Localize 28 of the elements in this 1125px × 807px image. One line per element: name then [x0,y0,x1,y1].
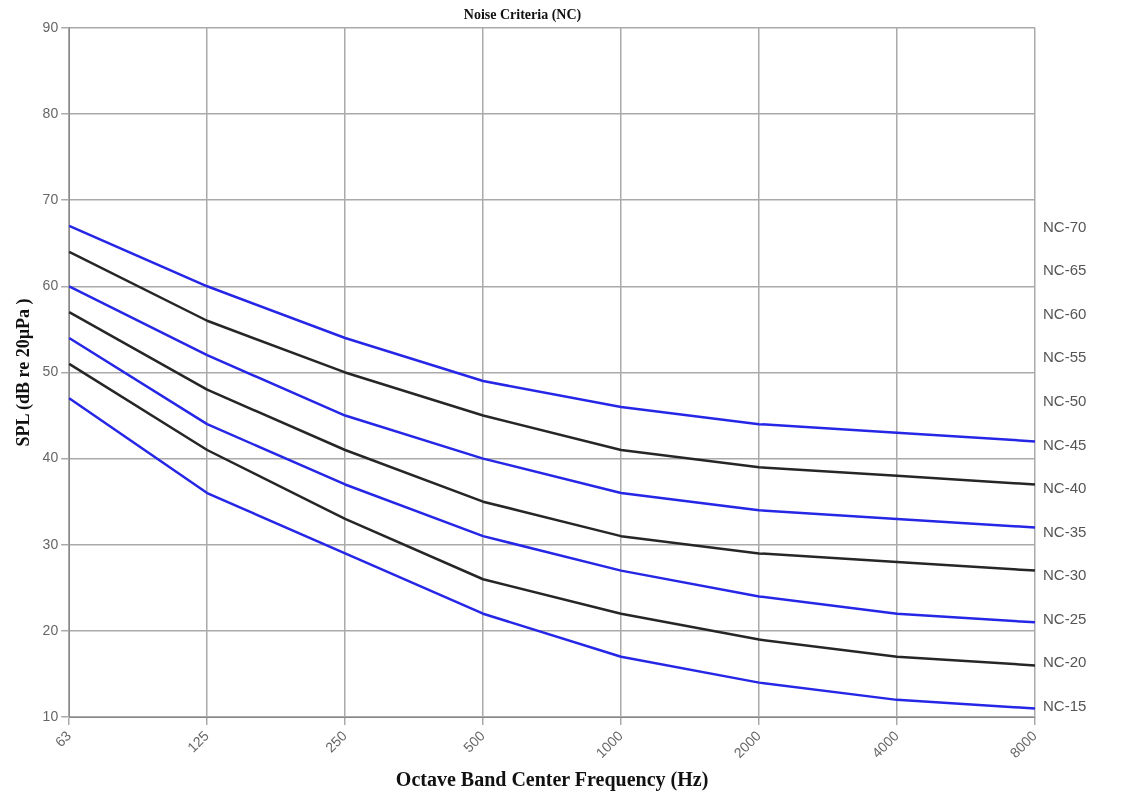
y-tick-label: 80 [42,104,59,121]
text: NC-25 [1043,609,1087,627]
text: NC-70 [1043,217,1087,235]
y-tick-label: 20 [42,621,59,638]
y-axis-title: SPL (dB re 20µPa ) [13,298,35,447]
text: NC-40 [1043,479,1087,497]
text: NC-30 [1043,566,1087,584]
y-tick-label: 40 [42,449,59,466]
text: NC-35 [1043,522,1087,540]
x-tick-label: 125 [184,727,213,756]
text: NC-50 [1043,392,1087,410]
y-tick-label: 60 [42,277,59,294]
text: NC-20 [1043,653,1087,671]
text: NC-60 [1043,304,1087,322]
y-tick-label: 90 [42,18,59,35]
text: NC-45 [1043,435,1087,453]
text: NC-15 [1043,696,1087,714]
x-tick-label: 500 [460,727,489,756]
chart-title: Noise Criteria (NC) [463,7,582,24]
y-tick-label: 50 [42,363,59,380]
text: NC-65 [1043,261,1087,279]
y-tick-label: 70 [42,190,59,207]
y-tick-label: 30 [42,535,59,552]
x-tick-label: 63 [51,727,75,750]
y-tick-label: 10 [42,707,59,724]
x-axis-title: Octave Band Center Frequency (Hz) [395,768,709,792]
text: NC-55 [1043,348,1087,366]
x-tick-label: 250 [322,727,351,756]
